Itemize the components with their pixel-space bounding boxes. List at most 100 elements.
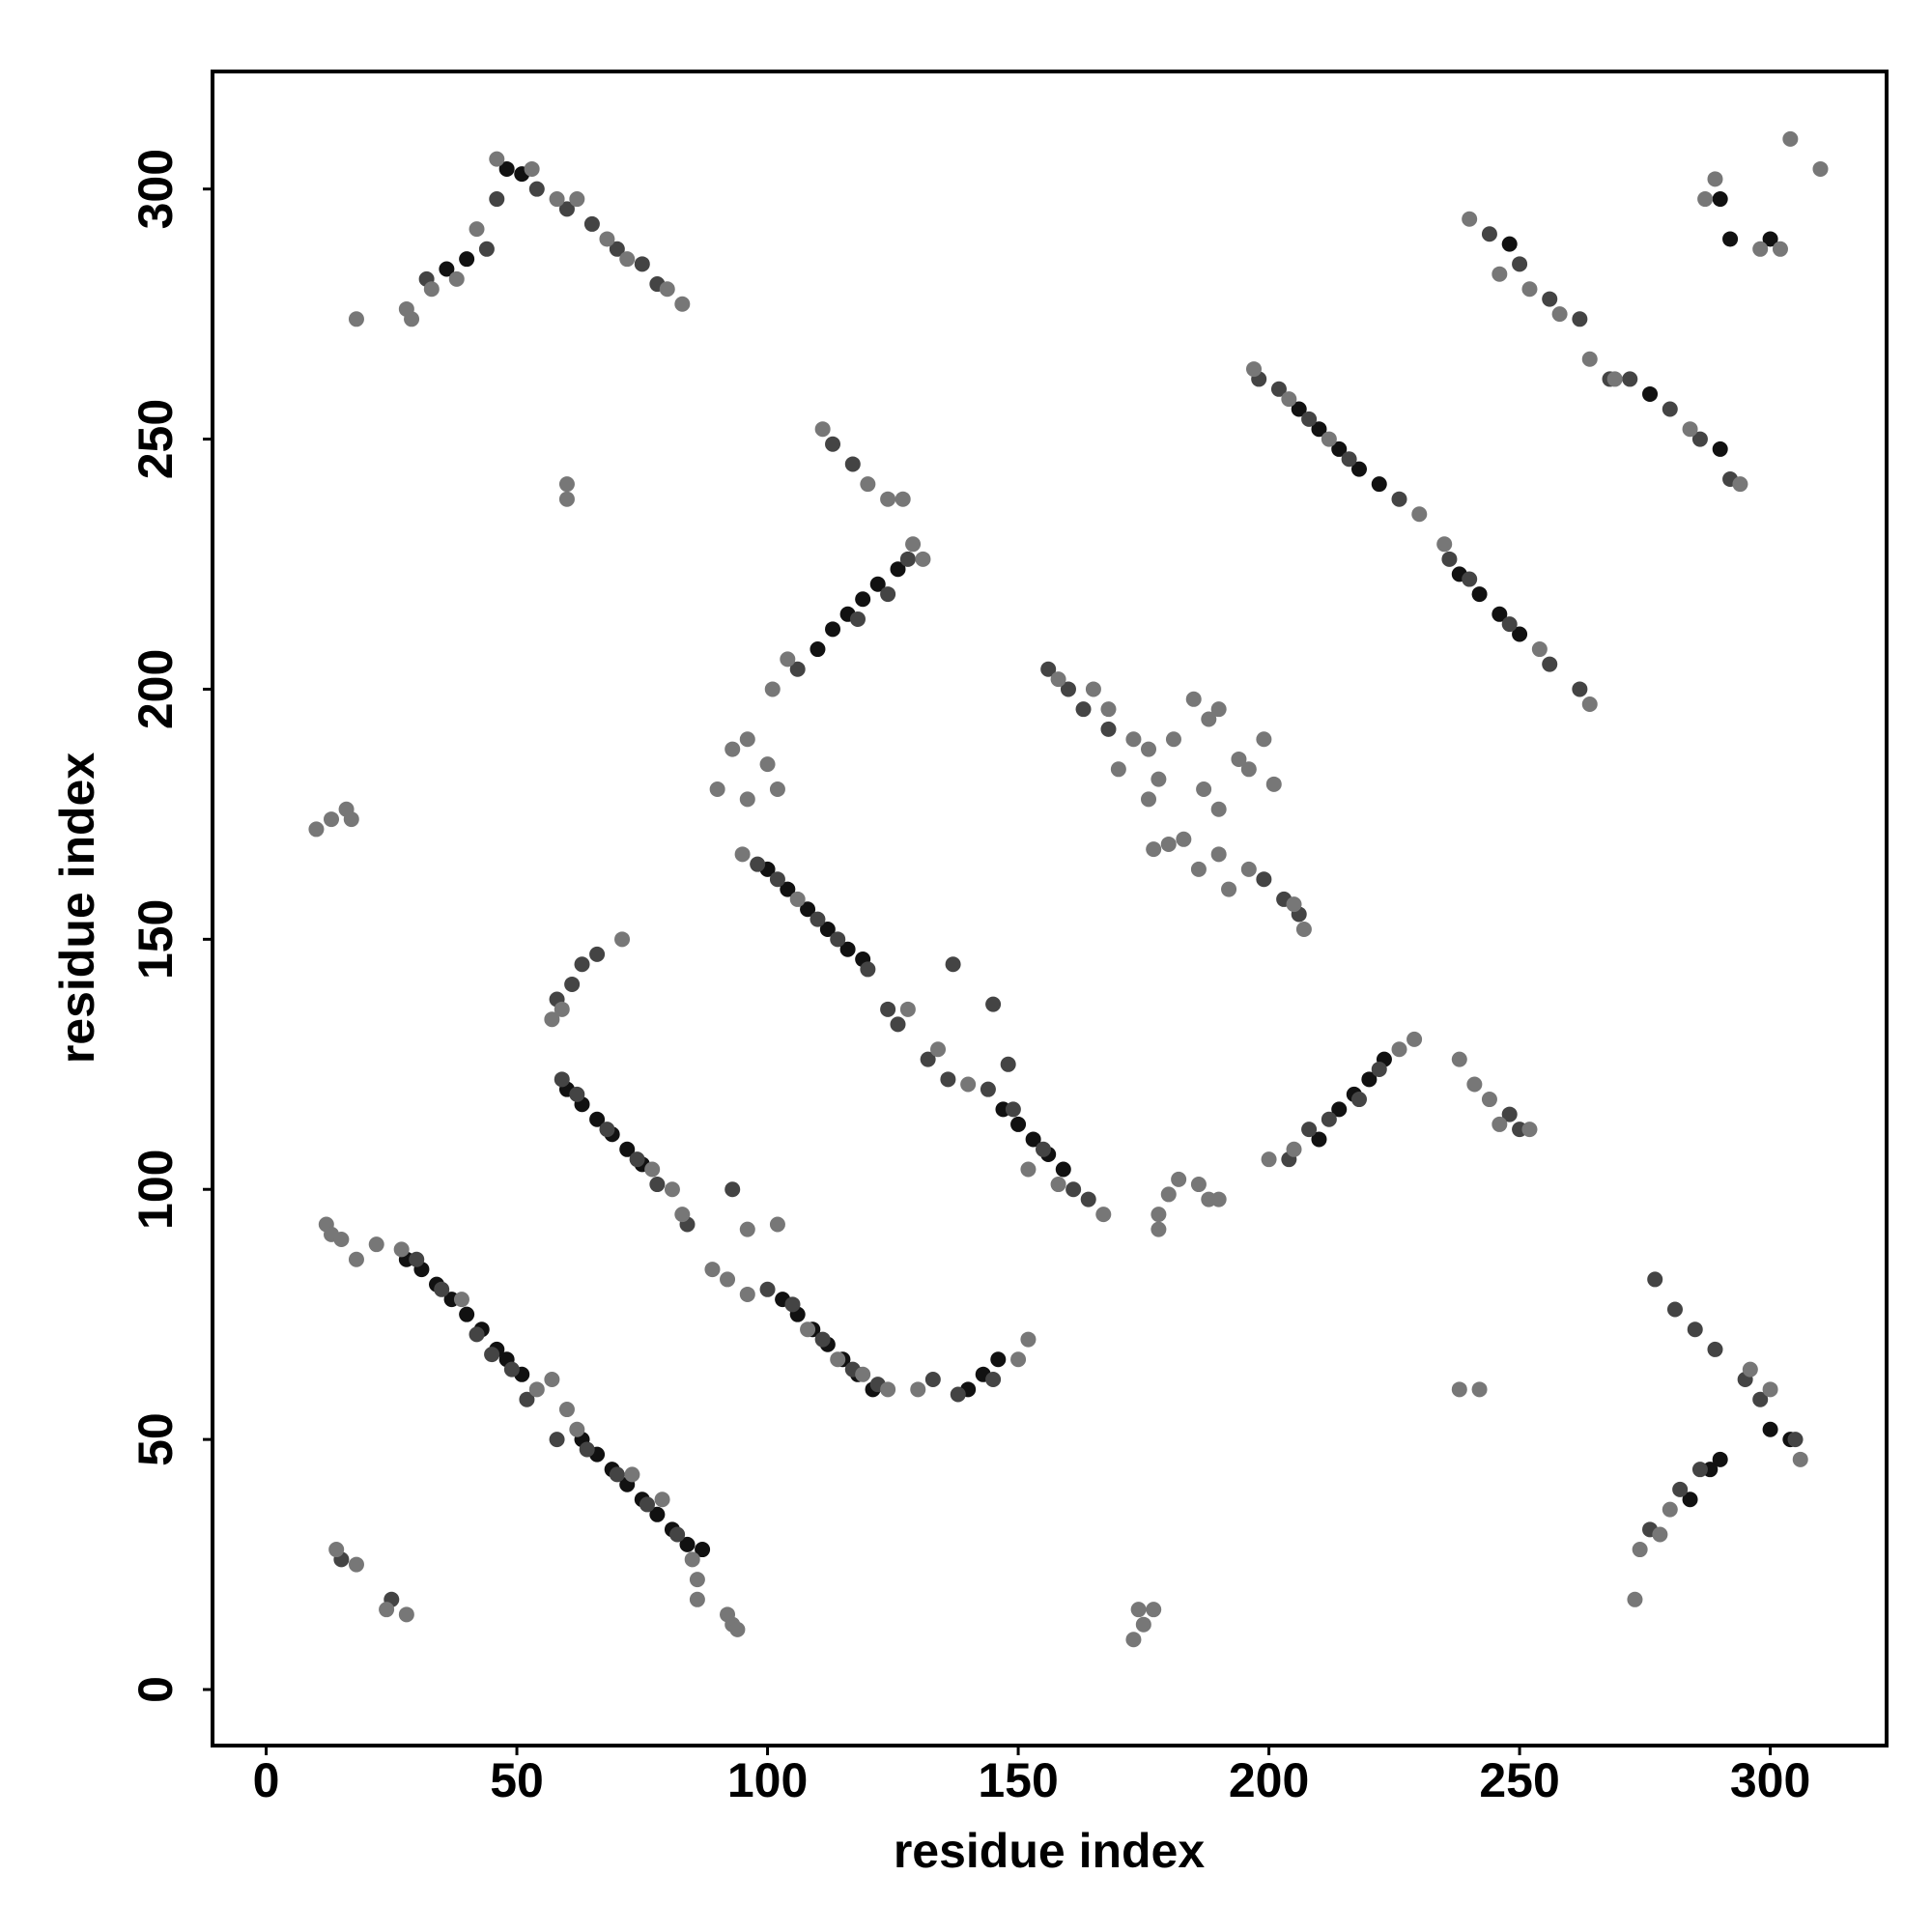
point — [1441, 551, 1458, 567]
point — [1481, 1092, 1497, 1108]
point — [1371, 1061, 1387, 1077]
point — [739, 791, 755, 808]
point — [814, 1331, 831, 1348]
point — [1231, 751, 1247, 767]
point — [1185, 691, 1202, 707]
point — [1647, 1271, 1663, 1288]
point — [1261, 1151, 1277, 1168]
point — [469, 1326, 485, 1343]
point — [1065, 1181, 1082, 1198]
point — [825, 621, 841, 638]
point — [945, 956, 961, 973]
point — [1707, 1341, 1723, 1357]
point — [759, 756, 776, 773]
point — [695, 1542, 711, 1558]
point — [664, 1181, 680, 1198]
point — [1295, 921, 1312, 937]
point — [880, 491, 896, 507]
point — [855, 1366, 871, 1382]
point — [1125, 731, 1142, 748]
point — [950, 1386, 966, 1403]
point — [1005, 1101, 1021, 1118]
point — [1176, 831, 1192, 847]
point — [1391, 1041, 1407, 1058]
point — [895, 491, 911, 507]
point — [1190, 1177, 1207, 1193]
point — [890, 1016, 906, 1033]
point — [554, 1071, 570, 1088]
point — [1501, 236, 1518, 252]
point — [1606, 371, 1623, 387]
point — [960, 1076, 977, 1093]
point — [1462, 571, 1478, 587]
point — [849, 611, 866, 627]
point — [890, 561, 906, 578]
point — [930, 1041, 947, 1058]
point — [860, 961, 876, 978]
point — [1055, 1161, 1071, 1178]
point — [1682, 421, 1698, 438]
point — [524, 160, 540, 177]
point — [1141, 741, 1157, 757]
point — [549, 1432, 565, 1448]
point — [1712, 191, 1728, 208]
point — [1462, 211, 1478, 227]
point — [1331, 1101, 1348, 1118]
point — [844, 456, 861, 472]
point — [1311, 1131, 1327, 1148]
point — [679, 1536, 696, 1552]
point — [709, 781, 725, 798]
point — [459, 1306, 475, 1322]
point — [614, 931, 631, 948]
point — [1301, 411, 1318, 427]
point — [1682, 1492, 1698, 1508]
point — [1501, 616, 1518, 633]
point — [990, 1351, 1007, 1368]
point — [924, 1371, 941, 1387]
point — [609, 241, 625, 257]
point — [674, 296, 691, 312]
point — [1572, 311, 1588, 327]
y-tick-label: 150 — [128, 899, 183, 980]
point — [1210, 846, 1227, 863]
point — [1687, 1321, 1703, 1338]
point — [1146, 841, 1162, 858]
point — [654, 1492, 670, 1508]
point — [1492, 1116, 1508, 1132]
point — [1542, 291, 1558, 307]
point — [1321, 431, 1337, 447]
point — [689, 1572, 705, 1588]
point — [1622, 371, 1638, 387]
point — [1581, 696, 1598, 712]
point — [1301, 1122, 1318, 1138]
point — [1135, 1616, 1151, 1633]
point — [1752, 241, 1769, 257]
point — [634, 256, 650, 272]
point — [880, 1001, 896, 1017]
point — [985, 996, 1002, 1012]
point — [1151, 771, 1167, 787]
point — [1371, 476, 1387, 493]
point — [589, 946, 606, 962]
point — [1265, 776, 1282, 792]
point — [1752, 1391, 1769, 1407]
point — [1321, 1111, 1337, 1127]
point — [940, 1071, 956, 1088]
point — [905, 536, 922, 553]
point — [554, 1001, 570, 1017]
point — [1471, 586, 1488, 603]
point — [453, 1292, 469, 1308]
point — [1201, 711, 1217, 727]
point — [750, 856, 766, 872]
point — [649, 1506, 666, 1522]
point — [484, 1347, 500, 1363]
point — [398, 1606, 414, 1623]
point — [624, 1466, 640, 1483]
point — [1210, 1191, 1227, 1208]
x-tick-label: 0 — [253, 1753, 280, 1807]
point — [1812, 160, 1829, 177]
point — [1501, 1106, 1518, 1122]
x-tick-label: 250 — [1479, 1753, 1559, 1807]
point — [639, 1496, 655, 1513]
point — [574, 956, 590, 973]
